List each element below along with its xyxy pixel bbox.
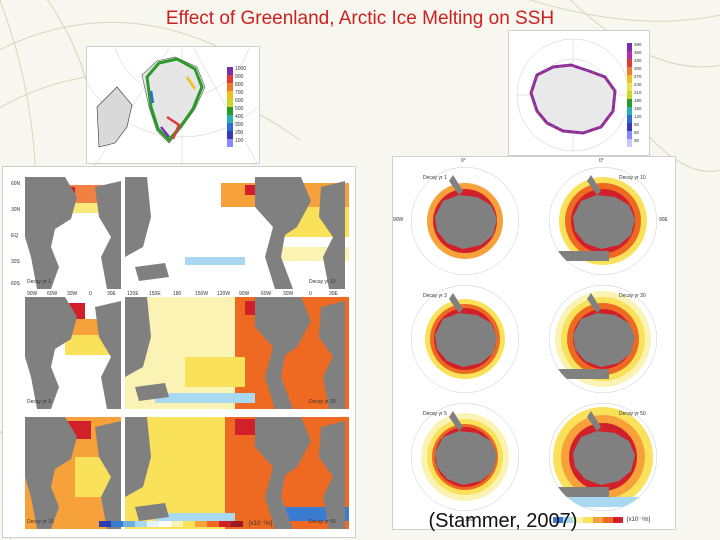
southern-panel-left-1 [401,165,529,275]
southern-panel-left-3 [401,401,529,511]
antarctica-map: 390 360 330 300 270 240 210 180 150 120 … [508,30,650,156]
lon-tick: 0 [309,291,312,297]
pacific-panel-row2 [125,297,349,409]
tick-label: 200 [235,130,244,136]
southern-panel-left-2 [401,283,529,393]
lon-tick: 90W [239,291,250,297]
side-tick: 90E [659,217,668,223]
tick-label: 150 [634,106,642,111]
panel-year-label: Decay yr 50 [619,411,646,417]
tick-label: 120 [634,114,642,119]
lon-tick: 150W [195,291,209,297]
panel-year-label: Decay yr 1 [423,175,447,181]
southern-ocean-maps: 0° 0° Decay yr 1 Decay yr 3 Decay yr 5 D… [392,156,676,530]
tick-label: 180 [634,98,642,103]
pacific-panel-row3 [125,417,349,529]
tick-label: 600 [235,98,244,104]
lat-tick: 60S [11,281,20,287]
panel-year-label: Decay yr 3 [423,293,447,299]
tick-label: 700 [235,90,244,96]
colorbar-unit: [x10⁻²m] [627,517,651,523]
tick-label: 300 [235,122,244,128]
panel-year-label: Decay yr 30 [309,399,336,405]
panel-year-label: Decay yr 3 [27,399,51,405]
tick-label: 30 [634,138,640,143]
lon-tick: 0 [89,291,92,297]
panel-year-label: Decay yr 1 [27,279,51,285]
panel-year-label: Decay yr 50 [309,519,336,525]
lat-tick: 60N [11,181,21,187]
lon-tick: 30E [329,291,338,297]
tick-label: 360 [634,50,642,55]
colorbar-unit: [x10⁻²m] [249,521,273,527]
tick-label: 330 [634,58,642,63]
lon-tick: 60W [47,291,58,297]
tick-label: 1000 [235,66,247,72]
southern-panel-right-3 [539,401,667,511]
tick-label: 210 [634,90,642,95]
lon-tick: 30W [67,291,78,297]
panel-year-label: Decay yr 10 [619,175,646,181]
side-tick: 90W [393,217,404,223]
lon-tick: 120W [217,291,231,297]
southern-colorbar [553,517,623,523]
lon-tick: 90W [27,291,38,297]
antarctica-colorbar [627,43,632,147]
southern-panel-right-2 [539,283,667,393]
tick-label: 390 [634,42,642,47]
tick-label: 500 [235,106,244,112]
lon-tick: 120E [127,291,139,297]
lon-tick: 30W [283,291,294,297]
pacific-panel-row1 [125,177,349,289]
top-tick: 0° [461,158,466,164]
greenland-colorbar [227,67,233,147]
slide-title: Effect of Greenland, Arctic Ice Melting … [165,8,555,29]
tick-label: 270 [634,74,642,79]
lat-tick: 30N [11,207,21,213]
greenland-colorbar-ticks: 1000 900 800 700 600 500 400 300 200 100 [235,65,246,145]
top-tick: 0° [599,158,604,164]
panel-year-label: Decay yr 10 [27,519,54,525]
tick-label: 240 [634,82,642,87]
lon-tick: 150E [149,291,161,297]
tick-label: 90 [634,122,640,127]
panel-year-label: Decay yr 30 [619,293,646,299]
lon-tick: 30E [107,291,116,297]
tick-label: 300 [634,66,642,71]
citation: (Stammer, 2007) [428,510,578,532]
lat-tick: EQ [11,233,19,239]
greenland-coast-ring [145,57,204,143]
tick-label: 60 [634,130,640,135]
ssh-global-maps: 60N 30N EQ 30S 60S Decay yr 1 Decay yr 3… [2,166,356,538]
lon-tick: 180 [173,291,182,297]
atlantic-panel-row1 [25,177,121,289]
antarctica-colorbar-ticks: 390 360 330 300 270 240 210 180 150 120 … [634,41,642,145]
tick-label: 400 [235,114,244,120]
lat-tick: 30S [11,259,20,265]
tick-label: 800 [235,82,244,88]
panel-year-label: Decay yr 10 [309,279,336,285]
bottom-tick: 180° [465,517,476,523]
panel-year-label: Decay yr 5 [423,411,447,417]
tick-label: 900 [235,74,244,80]
tick-label: 100 [235,138,244,144]
global-colorbar [99,521,243,527]
atlantic-panel-row3 [25,417,121,529]
southern-panel-right-1 [539,165,667,275]
lon-tick: 60W [261,291,272,297]
greenland-map: 1000 900 800 700 600 500 400 300 200 100 [86,46,260,164]
atlantic-panel-row2 [25,297,121,409]
